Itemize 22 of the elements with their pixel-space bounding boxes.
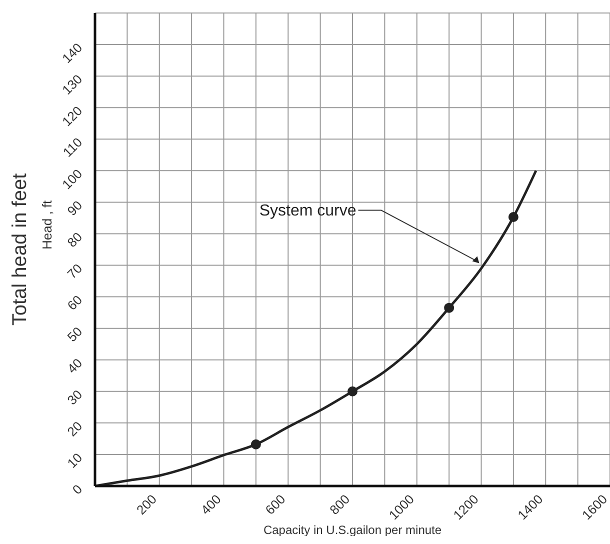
text: Total head in feet [9,172,31,326]
y-axis-title: Head , ft [40,200,55,250]
y-tick-label: 70 [64,260,86,282]
y-tick-label: 100 [59,166,86,192]
annotation: System curve [259,202,356,220]
y-tick-label: 120 [59,103,86,130]
y-tick-label: 110 [60,134,86,160]
y-tick-label: 10 [64,450,86,471]
x-tick-label: 200 [134,492,160,518]
y-tick-label: 60 [64,292,86,314]
y-tick-label: 50 [64,324,86,345]
x-tick-label: 400 [198,492,224,518]
y-tick-label: 90 [64,198,86,219]
y-tick-label: 0 [69,482,86,498]
y-tick-label: 30 [64,386,86,408]
y-tick-label: 140 [59,40,86,66]
y-tick-label: 40 [64,355,86,376]
y-tick-label: 130 [59,72,86,98]
x-tick-label: 800 [326,492,353,518]
y-tick-label: 20 [64,418,86,440]
x-tick-label: 600 [262,492,288,518]
y-tick-label: 80 [64,229,86,250]
